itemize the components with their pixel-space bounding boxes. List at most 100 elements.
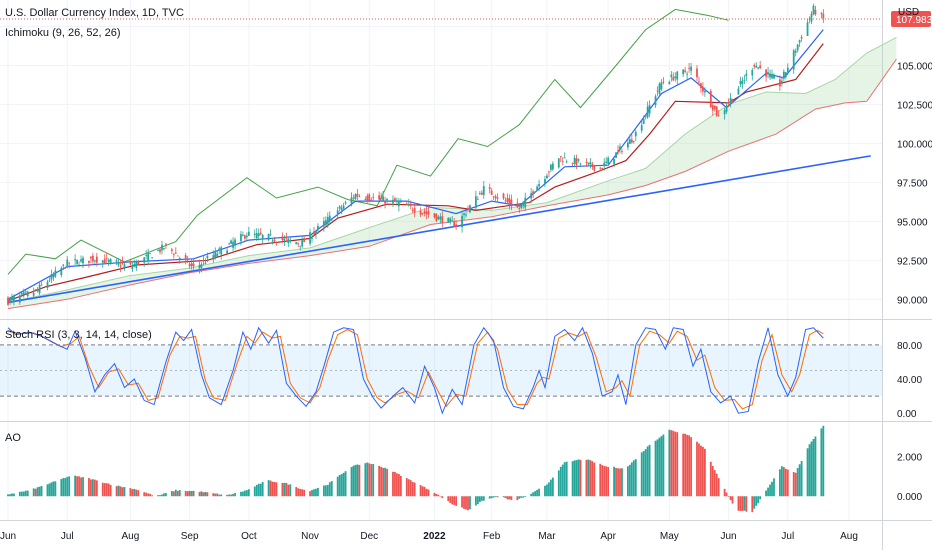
ao-bar [22, 491, 25, 497]
ao-bar [559, 466, 562, 497]
ao-bar [322, 485, 325, 497]
candle-body [711, 105, 714, 111]
ao-bar [378, 465, 381, 497]
candle-body [808, 18, 811, 20]
ao-bar [336, 476, 339, 497]
candle-body [467, 207, 469, 210]
ichimoku-cloud-segment [616, 176, 620, 193]
ao-bar [285, 482, 288, 497]
ao-bar [317, 487, 319, 497]
ichimoku-cloud-segment [766, 92, 770, 138]
ao-bar [299, 488, 302, 497]
ichimoku-cloud-segment [623, 174, 628, 191]
ao-bar [26, 490, 29, 497]
candle-body [78, 264, 80, 266]
ao-bar [798, 464, 801, 497]
ichimoku-cloud-segment [860, 54, 865, 102]
ao-bar [261, 482, 264, 497]
ao-bar [190, 490, 193, 497]
candle-body [575, 158, 578, 166]
candle-body [26, 291, 29, 297]
candle-body [68, 262, 71, 264]
ao-bar [603, 465, 606, 497]
candle-body [394, 198, 396, 202]
ao-bar [593, 462, 596, 497]
ao-bar [354, 464, 357, 497]
ichimoku-cloud-segment [335, 237, 340, 252]
candle-body [76, 259, 78, 264]
candle-body [135, 261, 138, 269]
ao-bar [90, 479, 92, 497]
price-axis-tick-label: 92.500 [897, 256, 928, 267]
candle-body [654, 96, 657, 106]
ichimoku-cloud-segment [8, 301, 12, 309]
ao-bar [703, 448, 706, 497]
ao-bar [700, 445, 702, 497]
ichimoku-cloud-segment [730, 102, 735, 151]
ao-bar [283, 482, 286, 497]
candle-body [240, 234, 242, 242]
ao-bar [779, 469, 781, 497]
ao-bar [682, 433, 685, 497]
ichimoku-cloud-segment [572, 192, 577, 202]
candle-body [74, 259, 77, 261]
candle-body [396, 200, 398, 203]
ichimoku-cloud-segment [343, 235, 348, 251]
ao-bar [46, 484, 49, 497]
ao-bar [11, 493, 13, 497]
candle-body [474, 196, 477, 208]
stoch-rsi-legend[interactable]: Stoch RSI (3, 3, 14, 14, close) [5, 329, 152, 341]
ao-bar [204, 492, 207, 497]
candle-body [634, 131, 637, 137]
candle-body [200, 264, 203, 268]
candle-body [642, 118, 645, 124]
ao-bar [621, 468, 623, 497]
ichimoku-cloud-segment [588, 186, 593, 199]
trend-line [7, 155, 871, 304]
time-axis-tick-label: Aug [122, 531, 140, 542]
candle-body [206, 255, 209, 259]
candle-body [281, 236, 284, 241]
ao-bar [269, 480, 272, 497]
ao-bar [753, 496, 756, 509]
ao-bar [38, 486, 41, 497]
currency-label: USD [898, 7, 920, 18]
ichimoku-cloud-segment [387, 220, 391, 240]
candle-body [741, 80, 744, 85]
ichimoku-cloud-segment [750, 95, 755, 144]
candle-body [107, 259, 110, 262]
ao-bar [676, 432, 679, 497]
candle-body [423, 211, 426, 214]
candle-body [384, 201, 386, 204]
candle-body [397, 201, 400, 207]
ao-bar [315, 488, 317, 497]
candle-body [538, 183, 540, 187]
candle-body [561, 161, 564, 162]
candle-body [773, 75, 775, 79]
ichimoku-cloud-segment [655, 156, 660, 182]
candle-body [794, 50, 797, 53]
ao-bar [599, 463, 602, 497]
candle-body [476, 199, 479, 200]
candle-body [534, 191, 537, 193]
candle-body [603, 162, 606, 167]
ao-bar [551, 477, 554, 497]
candle-body [480, 192, 483, 195]
ichimoku-cloud-segment [702, 119, 707, 164]
ichimoku-cloud-segment [126, 275, 131, 286]
ichimoku-cloud-segment [722, 105, 727, 154]
ao-bar [520, 496, 523, 498]
ao-legend[interactable]: AO [5, 432, 21, 444]
ao-bar [232, 493, 234, 497]
ichimoku-cloud-segment [849, 64, 853, 103]
candle-body [599, 167, 602, 169]
ichimoku-legend[interactable]: Ichimoku (9, 26, 52, 26) [5, 27, 121, 39]
ao-bar [455, 496, 458, 506]
candle-body [48, 280, 51, 282]
ichimoku-cloud-segment [264, 253, 269, 262]
candle-body [88, 260, 90, 263]
ao-bar [767, 487, 769, 497]
ao-bar [496, 496, 499, 498]
